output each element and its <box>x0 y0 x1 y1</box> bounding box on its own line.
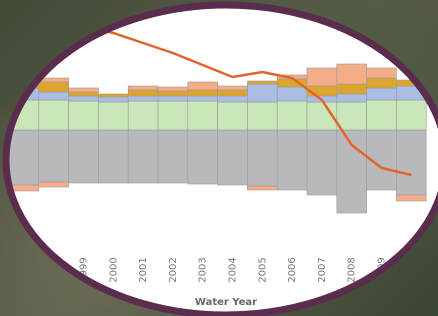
bar-segment <box>188 82 218 90</box>
bar-segment <box>367 78 397 88</box>
bar-segment <box>69 130 99 183</box>
x-tick-label: 2004 <box>228 257 239 282</box>
bar-segment <box>158 130 188 183</box>
bar-segment <box>98 130 128 183</box>
bar-segment <box>247 186 277 190</box>
bar-segment <box>307 130 337 195</box>
bar-segment <box>277 130 307 190</box>
bar-segment <box>247 130 277 186</box>
bar-segment <box>188 130 218 184</box>
bar-segment <box>188 101 218 130</box>
x-tick-label: 2006 <box>287 257 298 282</box>
bar-segment <box>337 102 367 130</box>
bar-segment <box>396 195 426 201</box>
x-tick-label: 2001 <box>138 257 149 282</box>
bar-segment <box>128 86 158 90</box>
page: Water Year 19971998199920002001200220032… <box>0 0 438 316</box>
x-tick-label: 2005 <box>257 257 268 282</box>
bar-segment <box>396 130 426 195</box>
x-axis-title: Water Year <box>195 297 257 308</box>
bar-segment <box>337 130 367 213</box>
bar-segment <box>158 96 188 101</box>
bar-segment <box>307 68 337 86</box>
bar-segment <box>9 130 39 185</box>
x-tick-label: 2000 <box>108 257 119 282</box>
bar-segment <box>367 68 397 78</box>
bar-segment <box>277 101 307 130</box>
bar-segment <box>39 100 69 130</box>
bar-segment <box>188 90 218 96</box>
bar-segment <box>247 102 277 130</box>
bar-segment <box>158 91 188 96</box>
bar-segment <box>39 92 69 100</box>
bar-segment <box>218 130 248 185</box>
bar-segment <box>218 90 248 96</box>
chart: Water Year 19971998199920002001200220032… <box>0 0 438 316</box>
bar-segment <box>396 100 426 130</box>
bar-segment <box>367 100 397 130</box>
x-tick-label: 2008 <box>347 257 358 282</box>
bar-segment <box>98 94 128 97</box>
x-tick-label: 1997 <box>19 257 30 282</box>
bar-segment <box>337 64 367 84</box>
bar-segment <box>158 101 188 130</box>
bar-segment <box>69 88 99 92</box>
bar-segment <box>218 96 248 102</box>
bar-segment <box>69 101 99 130</box>
bar-segment <box>277 87 307 101</box>
bar-segment <box>69 92 99 96</box>
bar-segment <box>337 84 367 94</box>
bar-segment <box>218 86 248 90</box>
x-tick-label: 2003 <box>198 257 209 282</box>
x-tick-label: 2010 <box>406 257 417 282</box>
bar-segment <box>39 130 69 182</box>
bar-segment <box>218 102 248 130</box>
bar-segment <box>247 81 277 84</box>
bar-segment <box>158 87 188 91</box>
bar-segment <box>98 102 128 130</box>
x-tick-label: 2007 <box>317 257 328 282</box>
bar-segment <box>128 130 158 183</box>
bar-segment <box>128 90 158 96</box>
bar-segment <box>188 96 218 101</box>
bar-segment <box>98 97 128 102</box>
bar-segment <box>128 101 158 130</box>
bar-segment <box>128 96 158 101</box>
x-tick-label: 2002 <box>168 257 179 282</box>
bar-segment <box>367 88 397 100</box>
bar-segment <box>247 84 277 102</box>
bar-segment <box>337 94 367 102</box>
bar-segment <box>39 82 69 92</box>
bar-segment <box>39 182 69 187</box>
bar-segment <box>69 96 99 101</box>
